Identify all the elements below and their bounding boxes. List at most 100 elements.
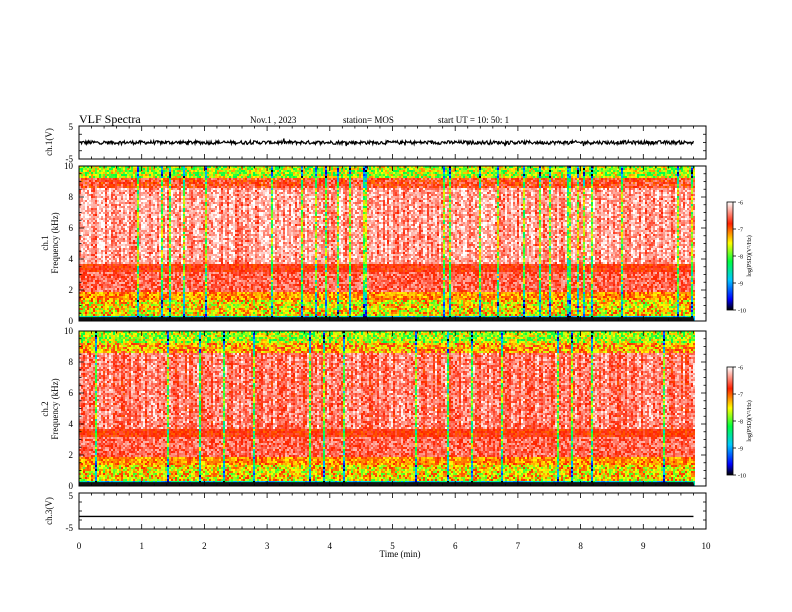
ch1-spec-cell xyxy=(99,184,101,186)
ch1-spec-cell xyxy=(85,198,87,200)
ch1-spec-cell xyxy=(89,212,91,214)
ch1-spec-cell xyxy=(93,180,95,182)
ch1-spec-cell xyxy=(91,270,93,272)
ch1-spec-cell xyxy=(89,314,91,316)
ch1-spec-cell xyxy=(117,274,119,276)
ch1-spec-cell xyxy=(89,270,91,272)
ch1-spec-cell xyxy=(93,188,95,190)
ch1-spec-cell xyxy=(109,206,111,208)
ch1-spec-cell xyxy=(97,312,99,314)
ch1-spec-cell xyxy=(109,272,111,274)
ch1-spec-cell xyxy=(85,196,87,198)
ch1-spec-cell xyxy=(91,244,93,246)
ch1-spec-cell xyxy=(97,302,99,304)
ch1-spec-cell xyxy=(115,294,117,296)
ch1-spec-cell xyxy=(111,180,113,182)
ch1-spec-cell xyxy=(111,184,113,186)
ch1-spec-cell xyxy=(81,210,83,212)
ch1-spec-cell xyxy=(103,186,105,188)
ch1-spec-cell xyxy=(105,280,107,282)
ch1-spec-cell xyxy=(115,310,117,312)
ch1-spec-cell xyxy=(99,176,101,178)
ch1-spec-cell xyxy=(91,288,93,290)
ch1-spec-cell xyxy=(111,280,113,282)
ch1-spec-cell xyxy=(99,280,101,282)
ch1-spec-cell xyxy=(91,248,93,250)
ch1-spec-cell xyxy=(85,206,87,208)
ch1-spec-cell xyxy=(91,190,93,192)
ch1-spec-cell xyxy=(111,290,113,292)
ch1-spec-cell xyxy=(105,168,107,170)
ch1-spec-cell xyxy=(87,176,89,178)
ch1-spec-cell xyxy=(107,170,109,172)
ch1-spec-cell xyxy=(95,254,97,256)
ch1-spec-cell xyxy=(97,288,99,290)
ch1-spec-cell xyxy=(95,280,97,282)
ch1-spec-cell xyxy=(93,314,95,316)
ch1-spec-cell xyxy=(87,300,89,302)
ch1-spec-cell xyxy=(119,200,121,202)
ch1-spec-cell xyxy=(101,204,103,206)
ch1-spec-cell xyxy=(115,188,117,190)
ch1-spec-cell xyxy=(117,220,119,222)
ch1-spec-cell xyxy=(101,170,103,172)
ch1-spec-cell xyxy=(89,216,91,218)
ch1-spec-cell xyxy=(83,266,85,268)
ch1-spec-cell xyxy=(93,200,95,202)
ch1-spec-cell xyxy=(89,176,91,178)
ch1-spec-cell xyxy=(95,238,97,240)
ch1-spec-cell xyxy=(89,258,91,260)
ch1-spec-cell xyxy=(99,226,101,228)
ch1-spec-cell xyxy=(91,310,93,312)
ch1-spec-cell xyxy=(99,314,101,316)
ch1-spec-cell xyxy=(109,298,111,300)
ch1-spec-cell xyxy=(83,184,85,186)
ch1-spec-cell xyxy=(93,206,95,208)
ch1-spec-cell xyxy=(93,208,95,210)
ch1-spec-cell xyxy=(109,168,111,170)
ch1-spec-cell xyxy=(83,208,85,210)
ch1-spec-cell xyxy=(97,230,99,232)
ch1-spec-cell xyxy=(109,242,111,244)
ch1-spec-cell xyxy=(87,238,89,240)
ch1-spec-cell xyxy=(107,216,109,218)
ch1-spec-cell xyxy=(87,292,89,294)
ch1-spec-cell xyxy=(89,250,91,252)
ch1-spec-cell xyxy=(91,298,93,300)
ch1-spec-cell xyxy=(109,260,111,262)
ch1-spec-cell xyxy=(111,248,113,250)
ch1-spec-cell xyxy=(107,176,109,178)
ch1-spec-cell xyxy=(81,230,83,232)
ch1-spec-cell xyxy=(99,188,101,190)
ch1-spec-cell xyxy=(119,176,121,178)
ch1-spec-cell xyxy=(93,216,95,218)
ch1-spec-cell xyxy=(111,244,113,246)
ch1-spec-cell xyxy=(95,288,97,290)
ch1-spec-cell xyxy=(95,168,97,170)
ch1-spec-cell xyxy=(103,300,105,302)
ch1-spec-cell xyxy=(83,168,85,170)
ch1-spec-cell xyxy=(91,194,93,196)
ch1-spec-cell xyxy=(91,250,93,252)
ch1-spec-cell xyxy=(83,260,85,262)
ch1-spec-cell xyxy=(91,314,93,316)
ch1-spec-cell xyxy=(109,308,111,310)
ch1-spec-cell xyxy=(93,304,95,306)
ch1-spec-cell xyxy=(89,202,91,204)
ch1-spec-cell xyxy=(117,300,119,302)
ch1-spec-cell xyxy=(105,270,107,272)
ch1-spec-cell xyxy=(117,314,119,316)
ch1-spec-cell xyxy=(91,278,93,280)
ch1-spec-cell xyxy=(99,230,101,232)
ch1-spec-cell xyxy=(103,188,105,190)
ch1-spec-cell xyxy=(97,190,99,192)
ch1-spec-cell xyxy=(85,282,87,284)
ch1-spec-cell xyxy=(95,218,97,220)
ch1-spec-cell xyxy=(93,312,95,314)
ch1-spec-cell xyxy=(97,280,99,282)
ch1-spec-cell xyxy=(87,226,89,228)
ch1-spec-cell xyxy=(101,276,103,278)
ch1-spec-cell xyxy=(83,244,85,246)
ch1-spec-cell xyxy=(87,200,89,202)
ch1-spec-cell xyxy=(111,272,113,274)
